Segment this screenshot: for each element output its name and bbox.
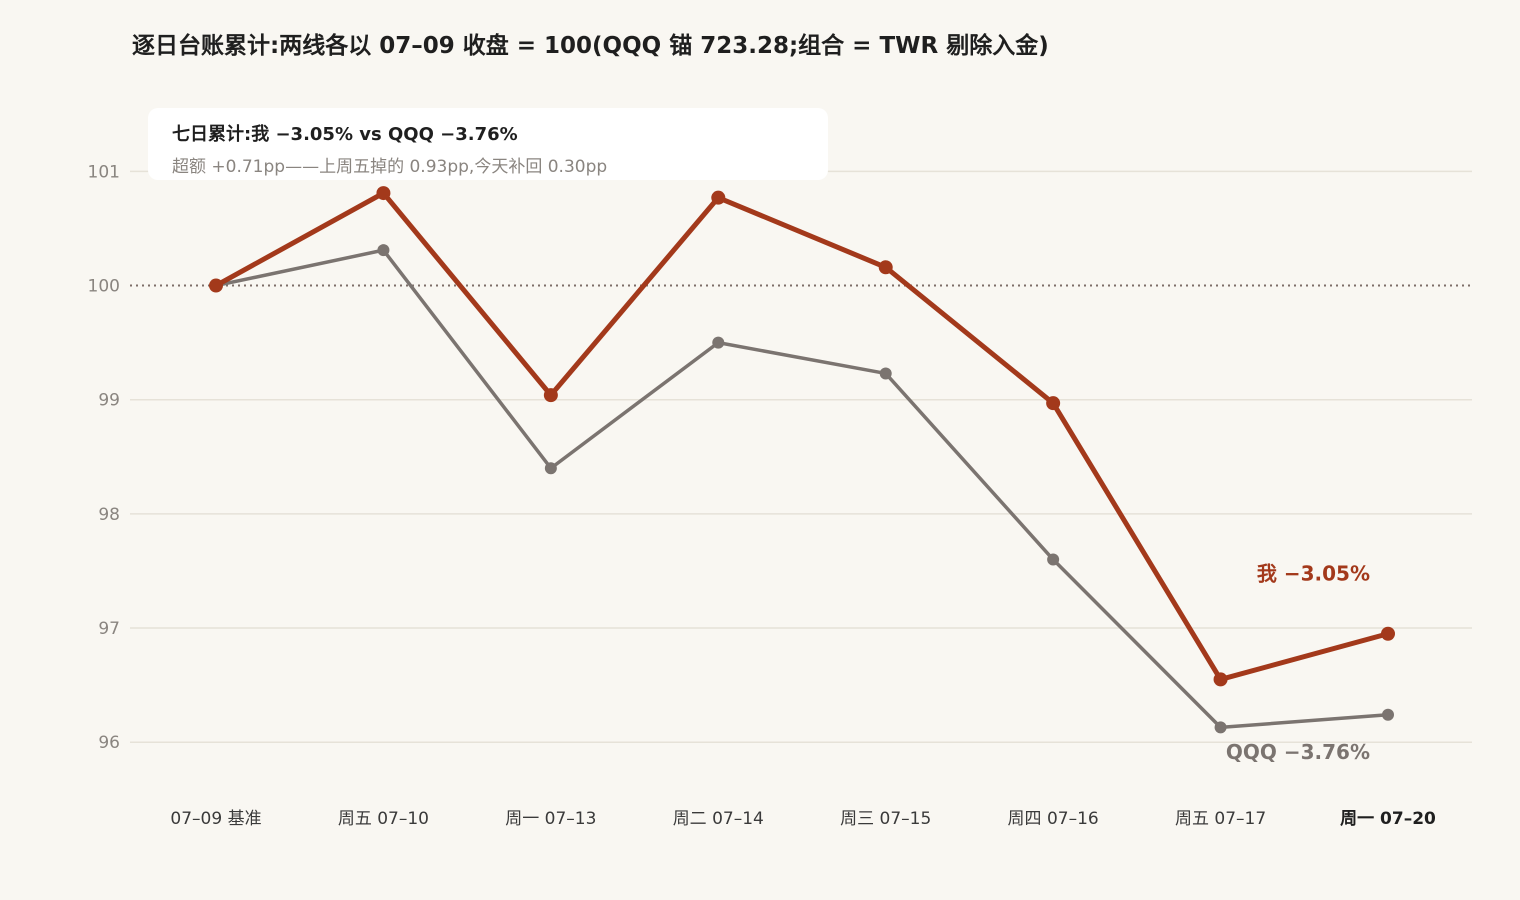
- point-qqq: [1047, 553, 1060, 566]
- point-qqq: [1382, 708, 1394, 721]
- series-line-me: [213, 190, 1391, 682]
- point-me: [711, 190, 726, 205]
- x-tick-label: 周三 07–15: [840, 809, 931, 829]
- x-tick-label: 周五 07–17: [1175, 809, 1266, 829]
- point-qqq: [544, 462, 557, 475]
- x-tick-label: 周二 07–14: [673, 809, 764, 829]
- point-me: [543, 388, 558, 403]
- chart-title: 逐日台账累计:两线各以 07–09 收盘 = 100(QQQ 锚 723.28;…: [132, 33, 1049, 59]
- summary-detail: 超额 +0.71pp——上周五掉的 0.93pp,今天补回 0.30pp: [172, 157, 608, 177]
- end-label-qqq: QQQ −3.76%: [1226, 740, 1370, 764]
- point-me: [1213, 672, 1228, 687]
- x-tick-label: 07–09 基准: [170, 809, 261, 829]
- gridlines: [130, 170, 1472, 743]
- point-qqq: [879, 367, 892, 380]
- point-me: [209, 278, 223, 293]
- summary-box: 七日累计:我 −3.05% vs QQQ −3.76% 超额 +0.71pp——…: [148, 108, 828, 180]
- series-line-qqq: [214, 248, 1390, 730]
- y-axis-ticks: 96 97 98 99 100 101: [88, 162, 120, 753]
- point-me: [376, 186, 391, 201]
- point-me: [878, 260, 893, 275]
- point-me: [1046, 396, 1061, 411]
- y-tick-label: 96: [98, 733, 120, 753]
- point-me: [1381, 626, 1395, 641]
- point-qqq: [1214, 721, 1227, 734]
- x-axis-ticks: 07–09 基准 周五 07–10 周一 07–13 周二 07–14 周三 07–15…: [170, 809, 1436, 829]
- x-tick-label: 周一 07–13: [505, 809, 596, 829]
- y-tick-label: 100: [88, 277, 120, 297]
- point-qqq: [377, 244, 390, 257]
- summary-headline: 七日累计:我 −3.05% vs QQQ −3.76%: [172, 124, 518, 145]
- series-lines: [209, 186, 1395, 734]
- y-tick-label: 98: [98, 505, 120, 525]
- end-label-me: 我 −3.05%: [1257, 562, 1370, 586]
- y-tick-label: 101: [88, 162, 120, 182]
- point-qqq: [712, 336, 725, 349]
- y-tick-label: 99: [98, 391, 120, 411]
- x-tick-label: 周四 07–16: [1008, 809, 1099, 829]
- x-tick-label: 周五 07–10: [338, 809, 429, 829]
- x-tick-label: 周一 07–20: [1340, 809, 1436, 829]
- y-tick-label: 97: [98, 619, 120, 639]
